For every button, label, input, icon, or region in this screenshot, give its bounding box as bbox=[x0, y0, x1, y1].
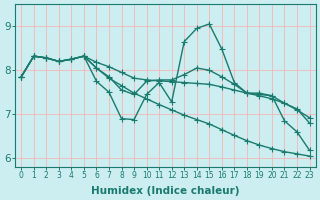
X-axis label: Humidex (Indice chaleur): Humidex (Indice chaleur) bbox=[91, 186, 240, 196]
